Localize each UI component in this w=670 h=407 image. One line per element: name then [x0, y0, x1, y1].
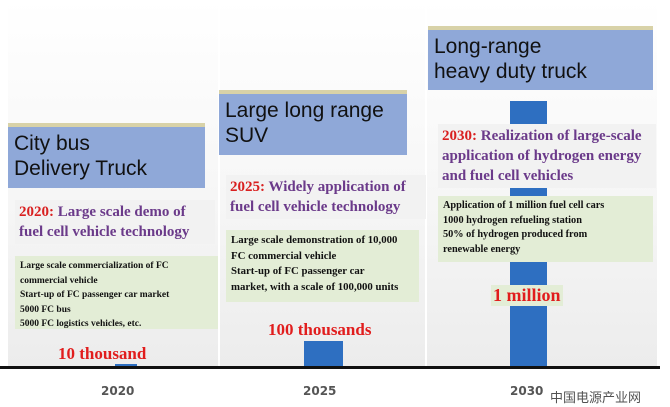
detail-line: 50% of hydrogen produced from: [443, 229, 588, 240]
vehicle-line: Large long range: [225, 99, 384, 122]
detail-line: 5000 FC logistics vehicles, etc.: [20, 319, 142, 329]
vehicle-line: heavy duty truck: [434, 60, 587, 83]
vehicle-line: City bus: [14, 132, 90, 155]
detail-line: Start-up of FC passenger car: [231, 265, 365, 277]
scale-bar-2025: [304, 341, 343, 368]
milestone-year: 2020:: [19, 204, 54, 220]
quantity-label-2020: 10 thousand: [58, 344, 147, 363]
detail-line: market, with a scale of 100,000 units: [231, 280, 399, 293]
detail-line: 5000 FC bus: [20, 304, 71, 315]
vehicle-box-2020: City bus Delivery Truck: [8, 127, 205, 188]
milestone-year: 2030:: [442, 128, 477, 144]
vehicle-box-2030: Long-range heavy duty truck: [428, 30, 653, 90]
detail-line: commercial vehicle: [20, 275, 98, 286]
milestone-year: 2025:: [230, 179, 265, 195]
detail-line: 1000 hydrogen refueling station: [443, 214, 582, 226]
detail-line: Large scale commercialization of FC: [20, 261, 169, 271]
detail-line: Large scale demonstration of 10,000: [231, 234, 398, 246]
milestone-text: Realization of large-scale application o…: [442, 128, 642, 184]
vehicle-line: Long-range: [434, 35, 542, 58]
vehicle-box-2025: Large long range SUV: [219, 94, 407, 155]
milestone-text: Large scale demo of fuel cell vehicle te…: [19, 204, 190, 240]
detail-line: Application of 1 million fuel cell cars: [443, 200, 605, 211]
timeline-axis: [0, 366, 660, 369]
milestone-2030: 2030: Realization of large-scale applica…: [438, 124, 656, 188]
vehicle-line: SUV: [225, 124, 269, 147]
detail-line: renewable energy: [443, 243, 521, 255]
detail-line: Start-up of FC passenger car market: [20, 290, 170, 300]
quantity-label-2025: 100 thousands: [268, 320, 372, 339]
details-box-2025: Large scale demonstration of 10,000 FC c…: [226, 230, 419, 302]
milestone-text: Widely application of fuel cell vehicle …: [230, 179, 406, 215]
year-tick-2020: 2020: [101, 384, 135, 398]
milestone-2020: 2020: Large scale demo of fuel cell vehi…: [15, 200, 215, 244]
year-tick-2025: 2025: [303, 384, 337, 398]
watermark: 中国电源产业网: [550, 391, 642, 406]
details-box-2030: Application of 1 million fuel cell cars …: [438, 196, 653, 262]
quantity-label-2030: 1 million: [491, 285, 563, 306]
detail-line: FC commercial vehicle: [231, 249, 337, 262]
year-tick-2030: 2030: [510, 384, 544, 398]
milestone-2025: 2025: Widely application of fuel cell ve…: [226, 175, 426, 219]
vehicle-line: Delivery Truck: [14, 157, 148, 180]
details-box-2020: Large scale commercialization of FC comm…: [15, 256, 218, 329]
